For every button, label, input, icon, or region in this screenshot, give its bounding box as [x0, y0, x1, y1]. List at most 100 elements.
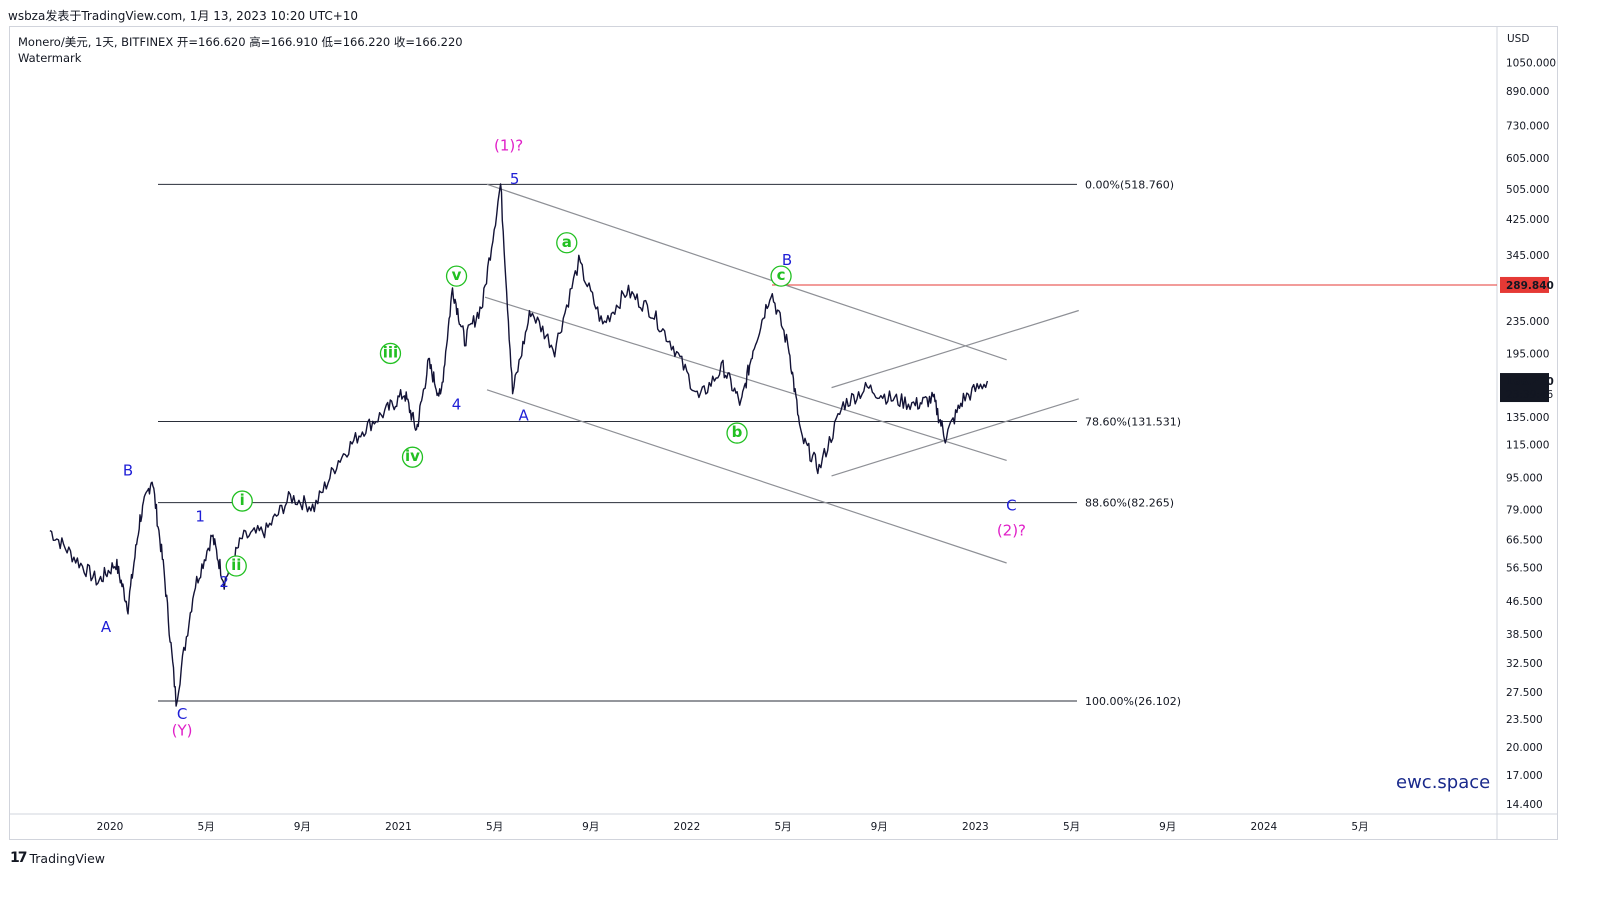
- price-tick: 505.000: [1506, 184, 1549, 196]
- channel-line-2: [486, 389, 1007, 564]
- price-series: [49, 183, 989, 707]
- circle-wave-ring: [225, 555, 247, 577]
- price-tick: 115.000: [1506, 440, 1549, 452]
- circle-wave-ring: [770, 265, 792, 287]
- publish-title: wsbza发表于TradingView.com, 1月 13, 2023 10:…: [8, 9, 359, 23]
- time-tick: 9月: [871, 821, 888, 833]
- price-tick: 79.000: [1506, 505, 1543, 517]
- wave-label-b: B: [782, 251, 792, 269]
- countdown-text: 23:39:46: [1506, 389, 1553, 401]
- wave-label-b: B: [123, 462, 133, 480]
- wave-label-2: 2: [219, 573, 229, 591]
- channel-line-1: [484, 296, 1007, 462]
- time-tick: 2024: [1250, 821, 1277, 833]
- wave-label-4: 4: [452, 396, 462, 414]
- price-tick: 66.500: [1506, 534, 1543, 546]
- wave-label-c: C: [1006, 496, 1016, 514]
- fib-label-0: 0.00%(518.760): [1085, 178, 1174, 191]
- price-tick: 425.000: [1506, 214, 1549, 226]
- circle-wave-ring: [231, 490, 253, 512]
- circle-wave-ring: [445, 265, 468, 287]
- circle-wave-ring: [379, 342, 402, 365]
- circle-wave-iii: iii: [379, 342, 402, 365]
- fib-label-3: 100.00%(26.102): [1085, 695, 1181, 708]
- wave-label-a: A: [519, 407, 530, 425]
- price-tick: 890.000: [1506, 86, 1549, 98]
- wave-label-y: (Y): [172, 722, 193, 740]
- fib-label-2: 88.60%(82.265): [1085, 497, 1174, 510]
- price-tick: 235.000: [1506, 316, 1549, 328]
- time-tick: 9月: [1159, 821, 1176, 833]
- symbol-info: Monero/美元, 1天, BITFINEX 开=166.620 高=166.…: [18, 35, 463, 49]
- circle-wave-text: iii: [383, 343, 398, 361]
- tradingview-logo-text: TradingView: [29, 850, 106, 866]
- resistance-badge: [1500, 276, 1549, 293]
- price-axis-currency: USD: [1507, 33, 1529, 45]
- channel-line-3: [831, 309, 1079, 389]
- time-tick: 9月: [294, 821, 311, 833]
- wave-label-1: (1)?: [494, 136, 523, 154]
- circle-wave-text: a: [562, 233, 572, 251]
- price-tick: 345.000: [1506, 250, 1549, 262]
- circle-wave-text: c: [777, 266, 786, 284]
- circle-wave-ring: [556, 232, 578, 254]
- time-tick: 5月: [198, 821, 215, 833]
- price-tick: 14.400: [1506, 799, 1543, 811]
- circle-wave-text: ii: [231, 556, 241, 574]
- price-tick: 46.500: [1506, 596, 1543, 608]
- circle-wave-ring: [401, 446, 424, 468]
- circle-wave-v: v: [445, 265, 468, 287]
- circle-wave-text: i: [240, 491, 245, 509]
- price-tick: 730.000: [1506, 120, 1549, 132]
- axes: USD 1050.000 890.000 730.000 605.000 505.000 4…: [97, 33, 1556, 833]
- time-tick: 2022: [674, 821, 701, 833]
- wave-label-c: C: [177, 705, 187, 723]
- price-tick: 23.500: [1506, 714, 1543, 726]
- last-price-badge: [1500, 373, 1549, 403]
- price-tick: 135.000: [1506, 412, 1549, 424]
- circle-wave-a: a: [556, 232, 578, 254]
- circle-wave-i: i: [231, 490, 253, 512]
- circle-wave-ii: ii: [225, 555, 247, 577]
- time-tick: 5月: [1351, 821, 1368, 833]
- brand-watermark: ewc.space: [1396, 772, 1491, 793]
- price-tick: 17.000: [1506, 770, 1543, 782]
- last-price-text: 166.220: [1506, 376, 1554, 388]
- price-tick: 20.000: [1506, 742, 1543, 754]
- time-tick: 5月: [1063, 821, 1080, 833]
- wave-label-5: 5: [510, 170, 520, 188]
- tradingview-logo[interactable]: 17 TradingView: [10, 850, 105, 866]
- channel-line-0: [486, 183, 1007, 361]
- time-tick: 5月: [774, 821, 791, 833]
- price-tick: 1050.000: [1506, 57, 1556, 69]
- circle-wave-text: b: [732, 423, 743, 441]
- time-tick: 2021: [385, 821, 412, 833]
- wave-label-a: A: [101, 618, 112, 636]
- channel-line-4: [831, 398, 1079, 477]
- price-tick: 605.000: [1506, 153, 1549, 165]
- time-tick: 9月: [582, 821, 599, 833]
- time-tick: 2023: [962, 821, 989, 833]
- circle-wave-c: c: [770, 265, 792, 287]
- circle-wave-b: b: [726, 422, 748, 444]
- axis-borders: [10, 27, 1557, 839]
- circle-wave-text: iv: [405, 447, 420, 465]
- price-tick: 32.500: [1506, 658, 1543, 670]
- fib-label-1: 78.60%(131.531): [1085, 415, 1181, 428]
- wave-label-2: (2)?: [997, 521, 1026, 539]
- price-tick: 195.000: [1506, 348, 1549, 360]
- time-tick: 5月: [486, 821, 503, 833]
- watermark-label: Watermark: [18, 51, 82, 65]
- circle-wave-ring: [726, 422, 748, 444]
- chart-frame: [9, 26, 1558, 840]
- price-tick: 56.500: [1506, 563, 1543, 575]
- resistance-badge-text: 289.840: [1506, 280, 1554, 292]
- circle-wave-text: v: [452, 266, 462, 284]
- price-tick: 38.500: [1506, 629, 1543, 641]
- tradingview-logo-icon: 17: [10, 850, 28, 866]
- price-tick: 27.500: [1506, 687, 1543, 699]
- wave-label-1: 1: [195, 507, 205, 525]
- circle-wave-iv: iv: [401, 446, 424, 468]
